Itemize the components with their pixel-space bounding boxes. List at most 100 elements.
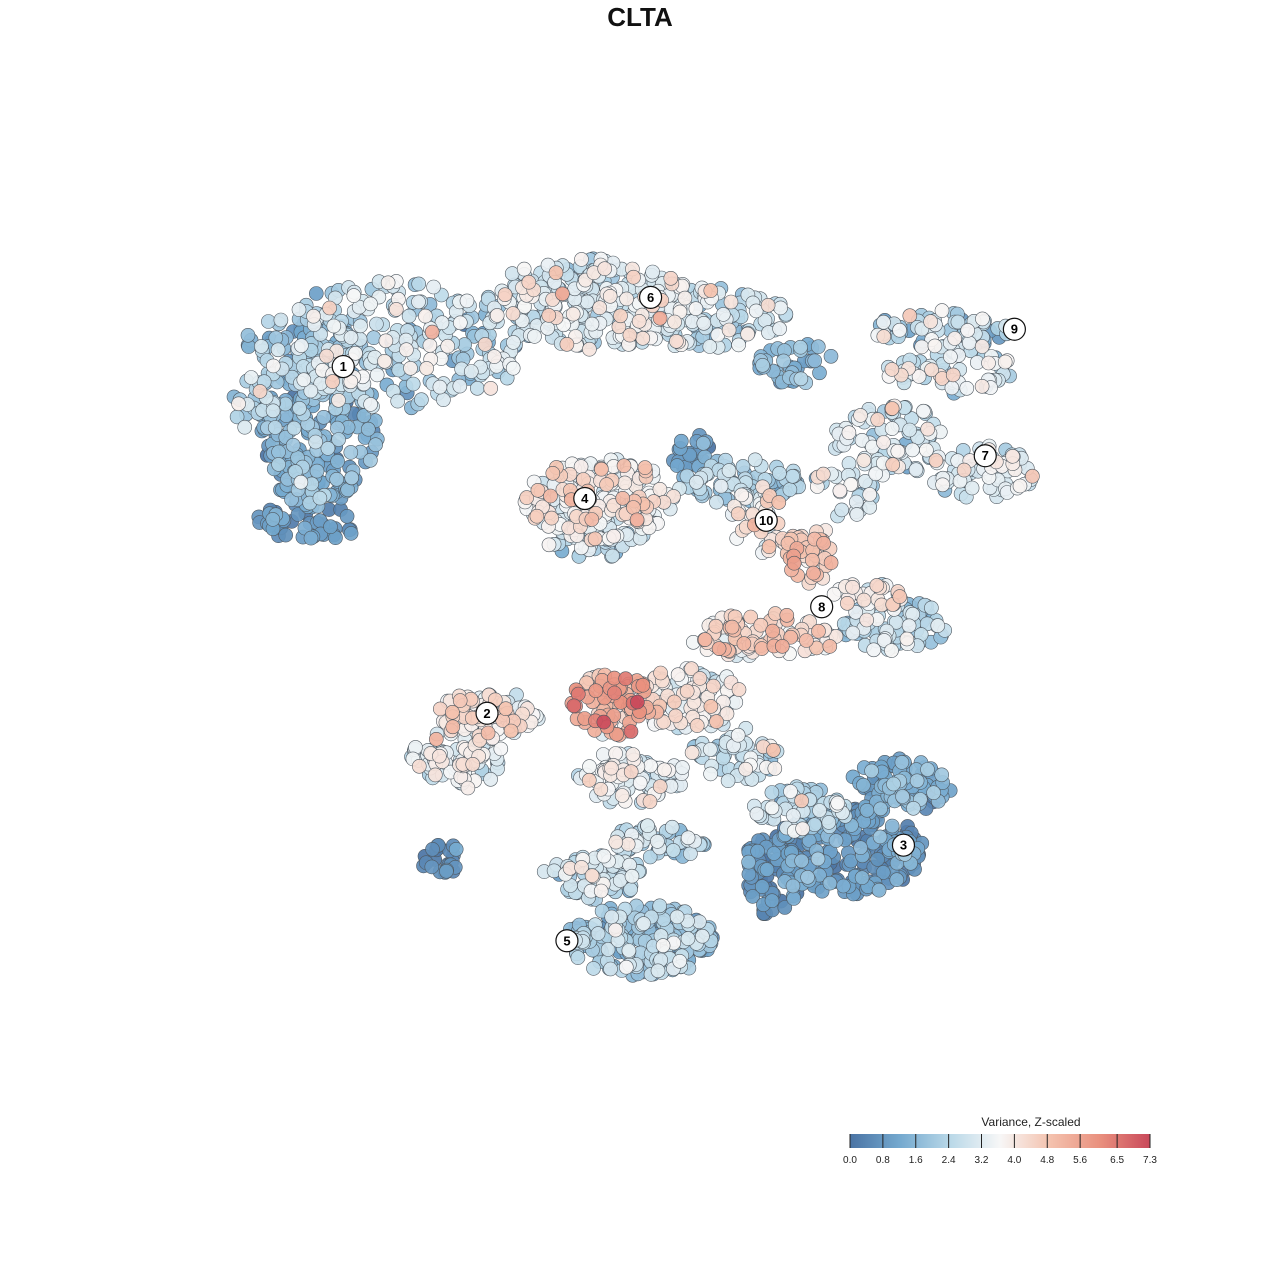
cell-point xyxy=(432,748,447,764)
cell-point xyxy=(793,371,809,387)
cell-point xyxy=(414,392,429,408)
cell-point xyxy=(785,468,800,484)
cell-point xyxy=(326,318,342,334)
cell-point xyxy=(924,362,939,378)
cell-point xyxy=(541,537,557,553)
cell-point xyxy=(934,303,950,318)
cell-point xyxy=(296,372,312,388)
cell-point xyxy=(795,821,810,837)
cell-point xyxy=(619,291,634,307)
cell-point xyxy=(822,875,838,891)
cell-point xyxy=(815,466,831,482)
cell-point xyxy=(445,719,461,735)
cell-point xyxy=(975,311,990,327)
cell-point xyxy=(360,421,376,437)
cell-point xyxy=(959,380,975,396)
cell-point xyxy=(465,756,481,772)
cluster-label-5: 5 xyxy=(555,929,579,953)
cell-point xyxy=(767,761,783,776)
cell-point xyxy=(799,633,814,648)
cell-point xyxy=(876,633,892,648)
cell-point xyxy=(889,872,905,888)
cluster-labels-layer: 1 2 3 4 5 6 7 8 9 10 xyxy=(331,285,1026,953)
cluster-label-badge xyxy=(754,508,778,532)
cell-point xyxy=(265,403,281,419)
cell-point xyxy=(934,767,950,783)
cell-point xyxy=(908,462,924,478)
cell-point xyxy=(804,552,820,568)
cell-point xyxy=(772,321,787,337)
cell-point xyxy=(875,865,891,880)
cell-point xyxy=(711,641,727,656)
cell-point xyxy=(652,779,668,794)
cell-point xyxy=(616,458,632,474)
cell-point xyxy=(618,671,633,687)
cell-point xyxy=(545,465,561,481)
cell-point xyxy=(859,612,875,628)
cell-point xyxy=(624,868,640,884)
cell-point xyxy=(849,507,865,522)
legend-tick-label: 5.6 xyxy=(1073,1155,1087,1166)
legend-tick-label: 4.0 xyxy=(1007,1155,1021,1166)
cell-point xyxy=(368,437,383,453)
cell-point xyxy=(866,642,882,658)
cell-point xyxy=(669,333,684,349)
legend-colorbar xyxy=(850,1134,1150,1148)
cell-point xyxy=(331,432,346,447)
cell-point xyxy=(285,437,301,453)
cell-point xyxy=(637,460,653,475)
cell-point xyxy=(432,701,448,717)
cell-point xyxy=(719,706,735,722)
cell-point xyxy=(452,315,468,331)
cluster-label-badge xyxy=(891,833,916,857)
cell-point xyxy=(823,348,839,364)
cell-point xyxy=(669,458,685,473)
cell-point xyxy=(956,462,972,478)
cell-point xyxy=(486,349,502,364)
cell-point xyxy=(947,331,963,346)
cell-point xyxy=(428,731,444,747)
cell-point xyxy=(916,403,931,419)
cell-point xyxy=(1025,468,1040,484)
cell-point xyxy=(380,275,396,291)
cell-point xyxy=(766,742,781,758)
cell-point xyxy=(439,863,454,879)
cell-point xyxy=(418,308,433,324)
cell-point xyxy=(237,419,252,435)
cell-point xyxy=(774,638,790,654)
cell-point xyxy=(261,314,276,329)
cell-point xyxy=(720,773,736,789)
cell-point xyxy=(902,422,917,438)
cell-point xyxy=(270,342,286,358)
cell-point xyxy=(650,963,666,979)
cell-point xyxy=(566,698,582,714)
cell-point xyxy=(911,369,927,384)
cell-point xyxy=(530,482,546,498)
cell-point xyxy=(848,604,864,620)
cell-point xyxy=(754,641,770,656)
cell-point xyxy=(403,360,418,376)
cell-point xyxy=(706,678,721,694)
cell-point xyxy=(901,618,917,634)
cell-point xyxy=(856,592,872,608)
cell-point xyxy=(782,482,798,497)
cell-point xyxy=(870,852,885,867)
cell-point xyxy=(675,760,690,775)
cell-point xyxy=(331,392,346,408)
cell-point xyxy=(839,595,855,611)
cell-point xyxy=(702,339,718,354)
cell-point xyxy=(463,364,479,379)
cluster-label-badge xyxy=(475,701,499,725)
cell-point xyxy=(810,851,826,867)
cell-point xyxy=(440,338,456,354)
cell-point xyxy=(620,836,636,852)
cell-point xyxy=(723,294,739,310)
cell-point xyxy=(884,818,900,834)
cell-point xyxy=(570,950,586,965)
cell-point xyxy=(593,781,609,797)
cell-point xyxy=(643,758,658,774)
cell-point xyxy=(845,625,861,641)
cell-point xyxy=(544,510,559,526)
cell-point xyxy=(683,846,698,861)
cell-point xyxy=(405,376,421,392)
